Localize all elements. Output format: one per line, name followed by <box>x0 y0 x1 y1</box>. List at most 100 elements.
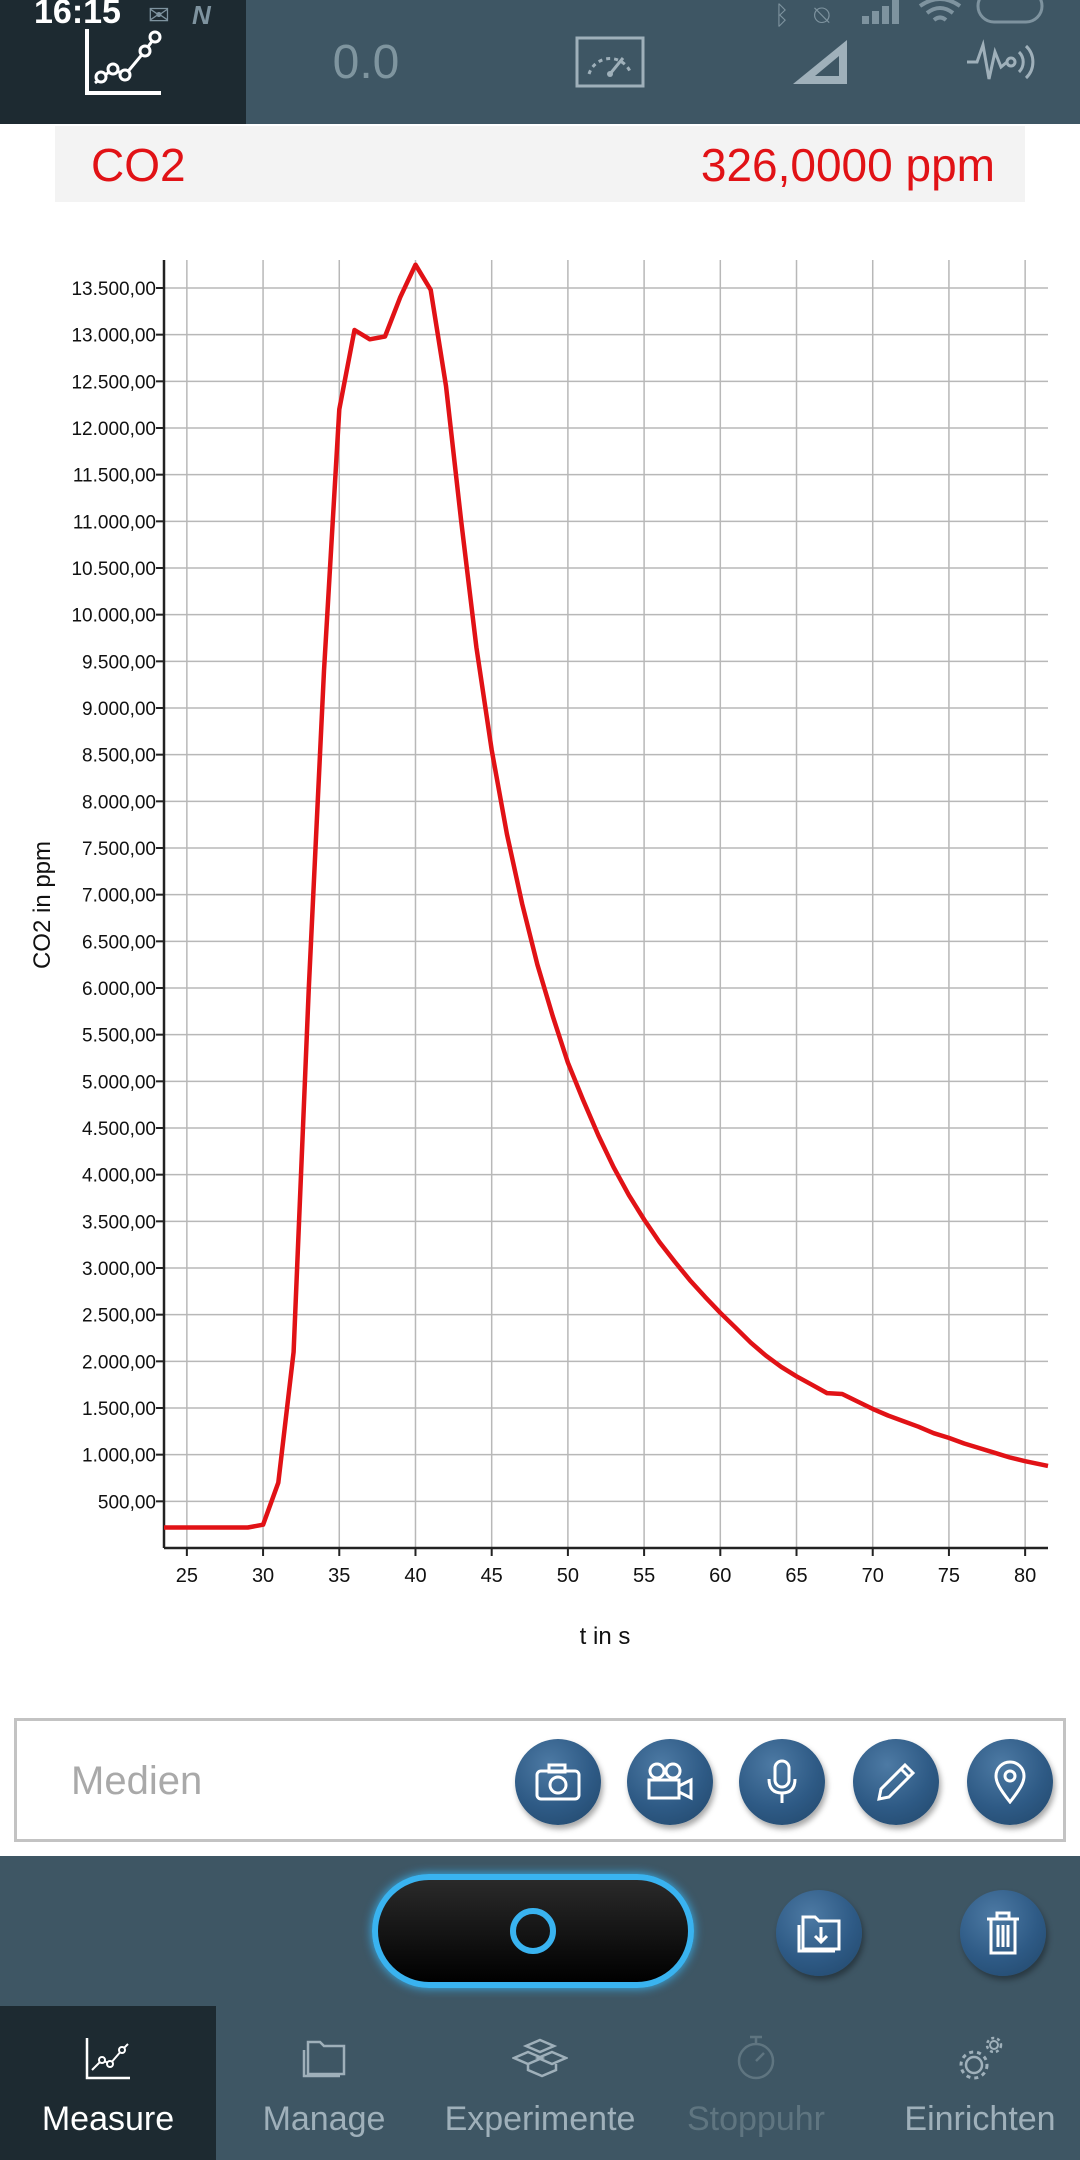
save-button[interactable] <box>776 1890 862 1976</box>
y-tick-label: 10.500,00 <box>71 559 156 580</box>
y-tick-label: 3.000,00 <box>82 1259 156 1280</box>
line-chart-icon <box>85 2038 130 2080</box>
y-axis-label: CO2 in ppm <box>29 841 56 969</box>
y-tick-label: 7.500,00 <box>82 839 156 860</box>
x-tick-label: 50 <box>557 1565 579 1587</box>
video-button[interactable] <box>627 1739 713 1825</box>
tool-ruler[interactable] <box>770 0 870 124</box>
y-tick-label: 6.500,00 <box>82 932 156 953</box>
tool-gauge[interactable] <box>560 0 660 124</box>
x-tick-label: 70 <box>862 1565 884 1587</box>
wifi-icon <box>918 0 962 22</box>
bluetooth-icon: ᛒ <box>774 0 790 30</box>
bottom-navigation: Measure Manage Experimente <box>0 2006 1080 2160</box>
y-tick-label: 1.000,00 <box>82 1446 156 1467</box>
media-bar: Medien <box>14 1718 1066 1842</box>
y-tick-label: 2.500,00 <box>82 1306 156 1327</box>
location-pin-icon <box>994 1760 1026 1804</box>
control-bar <box>0 1856 1080 2006</box>
x-tick-label: 55 <box>633 1565 655 1587</box>
record-button[interactable] <box>372 1874 694 1988</box>
y-tick-label: 3.500,00 <box>82 1212 156 1233</box>
y-tick-label: 4.500,00 <box>82 1119 156 1140</box>
mute-icon: ⍉ <box>814 0 830 30</box>
x-tick-label: 25 <box>176 1565 198 1587</box>
media-label: Medien <box>71 1759 203 1803</box>
audio-button[interactable] <box>739 1739 825 1825</box>
y-tick-label: 9.000,00 <box>82 699 156 720</box>
battery-icon <box>976 0 1044 24</box>
y-tick-label: 12.500,00 <box>71 372 156 393</box>
y-tick-label: 8.000,00 <box>82 792 156 813</box>
y-tick-label: 6.000,00 <box>82 979 156 1000</box>
x-tick-label: 45 <box>481 1565 503 1587</box>
tool-signal[interactable] <box>950 0 1050 124</box>
trash-icon <box>987 1911 1019 1955</box>
co2-line-chart[interactable]: 25 30 35 40 45 50 55 60 65 70 75 80 500,00 1.000,00 1.… <box>0 230 1080 1670</box>
line-chart-icon <box>85 29 162 95</box>
y-tick-label: 12.000,00 <box>71 419 156 440</box>
set-square-icon <box>793 40 847 84</box>
signal-wave-icon <box>967 39 1035 80</box>
y-tick-label: 2.000,00 <box>82 1352 156 1373</box>
folder-icon <box>302 2040 346 2078</box>
cubes-icon <box>512 2038 568 2078</box>
mail-icon: ✉ <box>148 0 170 30</box>
sensor-current-value: 326,0000 ppm <box>700 139 995 191</box>
nav-settings[interactable]: Einrichten <box>880 2006 1080 2160</box>
nav-measure-label: Measure <box>41 2100 175 2138</box>
nav-measure[interactable]: Measure <box>0 2006 216 2160</box>
nav-manage-label: Manage <box>262 2100 386 2138</box>
pencil-icon <box>877 1762 916 1801</box>
x-tick-label: 30 <box>252 1565 274 1587</box>
delete-button[interactable] <box>960 1890 1046 1976</box>
y-tick-label: 5.500,00 <box>82 1026 156 1047</box>
video-camera-icon <box>647 1762 693 1801</box>
gauge-icon <box>575 36 645 88</box>
x-tick-label: 35 <box>328 1565 350 1587</box>
digital-value-text: 0.0 <box>332 35 400 89</box>
cell-signal-icon <box>862 0 899 24</box>
y-tick-label: 10.000,00 <box>71 606 156 627</box>
x-tick-label: 80 <box>1014 1565 1036 1587</box>
camera-button[interactable] <box>515 1739 601 1825</box>
y-tick-label: 8.500,00 <box>82 746 156 767</box>
location-button[interactable] <box>967 1739 1053 1825</box>
nav-experiments-label: Experimente <box>444 2100 636 2138</box>
gears-icon <box>959 2036 1003 2080</box>
y-tick-label: 7.000,00 <box>82 886 156 907</box>
y-tick-label: 500,00 <box>98 1492 156 1513</box>
x-tick-label: 60 <box>709 1565 731 1587</box>
y-tick-label: 11.000,00 <box>73 512 156 533</box>
x-axis-label: t in s <box>580 1623 631 1650</box>
n-icon: N <box>192 0 211 30</box>
tool-graph[interactable] <box>0 0 246 124</box>
top-toolbar: 0.0 16:15 ✉ N ᛒ ⍉ <box>0 0 1080 124</box>
nav-experiments[interactable]: Experimente <box>436 2006 644 2160</box>
status-bar: 16:15 ✉ N ᛒ ⍉ <box>0 0 1080 31</box>
y-tick-label: 4.000,00 <box>82 1166 156 1187</box>
status-time: 16:15 <box>34 0 121 31</box>
x-tick-label: 75 <box>938 1565 960 1587</box>
nav-stopwatch-label: Stoppuhr <box>687 2100 825 2138</box>
co2-series-line <box>164 262 1049 1530</box>
tool-digital-value[interactable]: 0.0 <box>266 0 466 124</box>
sensor-name: CO2 <box>91 139 186 191</box>
stopwatch-icon <box>737 2035 775 2080</box>
x-tick-label: 40 <box>404 1565 426 1587</box>
record-ring-icon <box>510 1908 556 1954</box>
y-tick-label: 11.500,00 <box>73 466 156 487</box>
sensor-value-header: CO2 326,0000 ppm <box>55 126 1025 202</box>
nav-settings-label: Einrichten <box>904 2100 1056 2138</box>
x-tick-label: 65 <box>785 1565 807 1587</box>
save-folder-icon <box>797 1915 841 1953</box>
y-tick-label: 13.500,00 <box>71 279 156 300</box>
y-tick-label: 13.000,00 <box>71 326 156 347</box>
nav-manage[interactable]: Manage <box>236 2006 412 2160</box>
y-tick-label: 5.000,00 <box>82 1072 156 1093</box>
nav-stopwatch[interactable]: Stoppuhr <box>670 2006 842 2160</box>
microphone-icon <box>767 1759 797 1803</box>
y-tick-label: 9.500,00 <box>82 652 156 673</box>
camera-icon <box>535 1763 581 1801</box>
note-button[interactable] <box>853 1739 939 1825</box>
